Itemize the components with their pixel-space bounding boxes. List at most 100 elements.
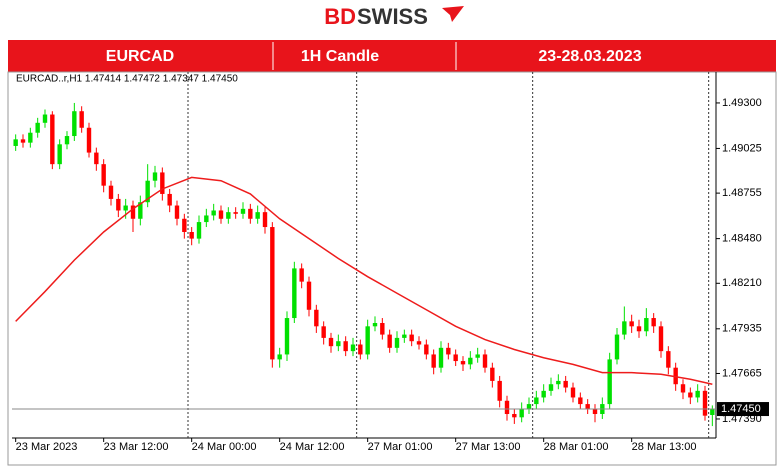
candle-body <box>270 227 275 360</box>
candle-body <box>438 347 444 368</box>
candle-body <box>614 334 620 360</box>
candle-body <box>262 212 268 228</box>
candle-body <box>380 323 385 335</box>
candle-body <box>680 384 686 393</box>
candle-body <box>387 334 392 348</box>
y-tick-label: 1.47665 <box>722 367 762 379</box>
candle-body <box>497 380 502 401</box>
candle-body <box>504 400 510 415</box>
logo-mark <box>442 6 464 22</box>
candle-body <box>248 208 253 219</box>
candle-body <box>314 309 319 327</box>
header-symbol: EURCAD <box>106 48 174 65</box>
candle-body <box>35 122 40 133</box>
x-tick-label: 23 Mar 12:00 <box>104 441 169 453</box>
candle-body <box>629 321 634 327</box>
candle-body <box>123 205 128 211</box>
header-bar <box>8 40 776 72</box>
x-tick-label: 27 Mar 13:00 <box>456 441 521 453</box>
candle-body <box>570 387 576 398</box>
candle-body <box>343 341 348 352</box>
y-tick-label: 1.48210 <box>722 277 762 289</box>
candle-body <box>152 172 158 181</box>
candle-body <box>350 344 356 352</box>
candle-body <box>578 397 583 405</box>
y-tick-label: 1.47935 <box>722 323 762 335</box>
x-tick-label: 28 Mar 01:00 <box>544 441 609 453</box>
candle-body <box>365 326 370 355</box>
candle-body <box>108 185 114 199</box>
candle-body <box>548 384 554 391</box>
candle-body <box>277 354 282 360</box>
candle-body <box>585 404 590 410</box>
candle-body <box>167 193 172 206</box>
y-tick-label: 1.49025 <box>722 142 762 154</box>
candle-body <box>431 354 436 368</box>
candle-body <box>72 111 77 137</box>
candle-body <box>519 409 524 418</box>
candle-body <box>673 367 678 385</box>
chart-info: EURCAD..r,H1 1.47414 1.47472 1.47347 1.4… <box>16 74 238 85</box>
candle-body <box>218 210 224 219</box>
candle-body <box>710 409 715 416</box>
candle-body <box>328 337 334 347</box>
y-tick-label: 1.48755 <box>722 187 762 199</box>
candle-body <box>636 326 642 332</box>
candle-body <box>86 127 92 153</box>
candle-body <box>534 397 539 405</box>
header-timeframe: 1H Candle <box>301 48 379 65</box>
candle-body <box>446 347 451 355</box>
candle-body <box>409 334 414 342</box>
candle-body <box>622 321 627 335</box>
candle-body <box>658 326 664 352</box>
candle-body <box>204 215 209 223</box>
candle-body <box>240 208 246 214</box>
candle-body <box>20 139 26 143</box>
candle-body <box>182 218 187 233</box>
candle-body <box>468 357 473 365</box>
candle-body <box>42 114 48 123</box>
candle-body <box>145 180 150 203</box>
logo-bd: BD <box>324 4 356 29</box>
candle-body <box>94 152 99 165</box>
candle-body <box>372 323 378 327</box>
chart-frame <box>7 71 777 466</box>
last-price-label: 1.47450 <box>721 403 761 415</box>
x-tick-label: 24 Mar 12:00 <box>280 441 345 453</box>
y-tick-label: 1.49300 <box>722 97 762 109</box>
candle-body <box>556 380 561 385</box>
candle-body <box>226 212 231 219</box>
candle-body <box>702 390 708 416</box>
candle-body <box>453 354 458 362</box>
candle-body <box>79 111 84 128</box>
candle-body <box>482 354 488 368</box>
candle-body <box>688 392 693 398</box>
candle-body <box>50 114 55 165</box>
candle-body <box>211 210 216 216</box>
candle-body <box>292 268 297 319</box>
candle-body <box>57 144 62 165</box>
x-tick-label: 23 Mar 2023 <box>16 441 78 453</box>
candle-body <box>526 404 532 410</box>
y-tick-label: 1.48480 <box>722 233 762 245</box>
candle-body <box>644 318 649 332</box>
candle-body <box>402 334 407 338</box>
candle-body <box>475 354 480 358</box>
candle-body <box>13 139 18 146</box>
candle-body <box>299 268 304 282</box>
candle-body <box>651 318 656 327</box>
x-tick-label: 27 Mar 01:00 <box>368 441 433 453</box>
candle-body <box>160 172 165 194</box>
candle-body <box>490 367 495 381</box>
x-tick-label: 28 Mar 13:00 <box>632 441 697 453</box>
candle-body <box>336 341 341 347</box>
logo-swiss: SWISS <box>357 4 428 29</box>
x-tick-label: 24 Mar 00:00 <box>192 441 257 453</box>
candle-body <box>28 132 33 143</box>
candle-body <box>233 212 238 214</box>
candle-body <box>512 414 517 418</box>
candle-body <box>592 409 598 415</box>
candle-body <box>460 361 466 365</box>
candle-body <box>424 344 429 355</box>
